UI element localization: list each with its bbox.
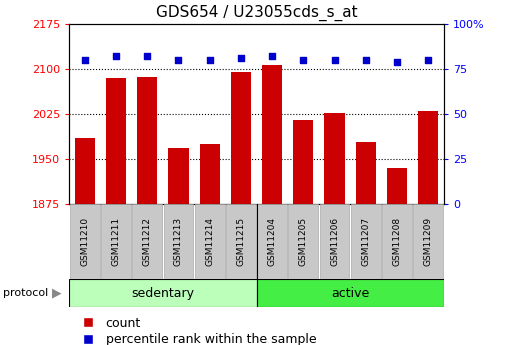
Text: GSM11204: GSM11204 [268, 217, 277, 266]
Text: GSM11208: GSM11208 [392, 217, 402, 266]
Text: protocol: protocol [3, 288, 48, 298]
Point [143, 54, 151, 59]
Bar [256, 279, 444, 307]
Point [237, 56, 245, 61]
Bar [257, 204, 287, 279]
Bar [413, 204, 443, 279]
Title: GDS654 / U23055cds_s_at: GDS654 / U23055cds_s_at [155, 5, 358, 21]
Bar [351, 204, 381, 279]
Bar [75, 138, 95, 204]
Bar [320, 204, 349, 279]
Point [330, 57, 339, 63]
Text: GSM11212: GSM11212 [143, 217, 152, 266]
Text: GSM11215: GSM11215 [236, 217, 245, 266]
Bar [231, 72, 251, 204]
Text: GSM11210: GSM11210 [81, 217, 89, 266]
Point [424, 57, 432, 63]
Bar [132, 204, 162, 279]
Bar [195, 204, 225, 279]
Text: active: active [331, 287, 369, 300]
Bar [70, 204, 100, 279]
Point [174, 57, 183, 63]
Bar [382, 204, 412, 279]
Text: GSM11205: GSM11205 [299, 217, 308, 266]
Text: ▶: ▶ [52, 287, 61, 300]
Bar [387, 168, 407, 204]
Point [81, 57, 89, 63]
Point [299, 57, 307, 63]
Bar [262, 65, 282, 204]
Bar [226, 204, 256, 279]
Legend: count, percentile rank within the sample: count, percentile rank within the sample [75, 317, 316, 345]
Bar [106, 78, 126, 204]
Text: GSM11214: GSM11214 [205, 217, 214, 266]
Bar [288, 204, 318, 279]
Text: GSM11206: GSM11206 [330, 217, 339, 266]
Text: GSM11213: GSM11213 [174, 217, 183, 266]
Text: GSM11211: GSM11211 [111, 217, 121, 266]
Point [362, 57, 370, 63]
Text: GSM11209: GSM11209 [424, 217, 432, 266]
Point [206, 57, 214, 63]
Text: sedentary: sedentary [131, 287, 194, 300]
Bar [137, 77, 157, 204]
Bar [324, 113, 345, 204]
Point [393, 59, 401, 65]
Bar [101, 204, 131, 279]
Bar [356, 142, 376, 204]
Bar [168, 148, 189, 204]
Point [268, 54, 276, 59]
Bar [164, 204, 193, 279]
Bar [200, 144, 220, 204]
Bar [293, 120, 313, 204]
Bar [418, 111, 438, 204]
Point [112, 54, 120, 59]
Bar [69, 279, 256, 307]
Text: GSM11207: GSM11207 [361, 217, 370, 266]
